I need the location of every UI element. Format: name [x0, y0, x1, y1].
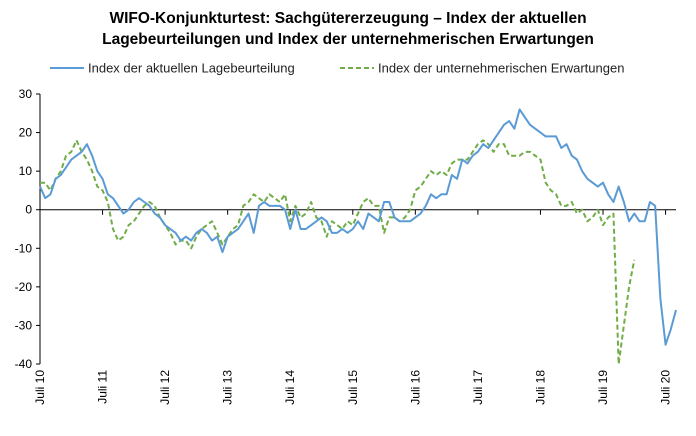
x-tick-label: Juli 14 [283, 370, 297, 405]
x-tick-label: Juli 17 [471, 370, 485, 405]
x-tick-label: Juli 20 [659, 370, 673, 405]
x-tick-label: Juli 12 [158, 370, 172, 405]
legend-label-erwartungen: Index der unternehmerischen Erwartungen [378, 61, 624, 76]
x-tick-label: Juli 10 [33, 370, 47, 405]
x-tick-label: Juli 13 [221, 370, 235, 405]
y-tick-label: 30 [19, 87, 33, 101]
series-layer [39, 108, 677, 365]
chart-title-line-2: Lagebeurteilungen und Index der unterneh… [102, 31, 594, 48]
x-tick-label: Juli 18 [533, 370, 547, 405]
x-tick-label: Juli 16 [408, 370, 422, 405]
y-tick-label: 20 [19, 126, 33, 140]
chart-title-line-1: WIFO-Konjunkturtest: Sachgütererzeugung … [109, 10, 586, 27]
y-tick-label: -10 [15, 241, 33, 255]
y-tick-label: 10 [19, 164, 33, 178]
legend-label-lage: Index der aktuellen Lagebeurteilung [88, 61, 295, 76]
x-axis: Juli 10 Juli 11 Juli 12 Juli 13 Juli 14 Juli … [33, 209, 676, 405]
y-tick-label: 0 [25, 203, 32, 217]
series-line-erwartungen [40, 139, 636, 365]
x-tick-label: Juli 19 [596, 370, 610, 405]
y-tick-label: -40 [15, 357, 33, 371]
x-tick-label: Juli 15 [346, 370, 360, 405]
series-line-lagebeurteilung [39, 108, 677, 346]
y-tick-label: -30 [15, 318, 33, 332]
x-tick-label: Juli 11 [96, 370, 110, 404]
y-tick-label: -20 [15, 280, 33, 294]
legend: Index der aktuellen Lagebeurteilung Inde… [50, 61, 624, 76]
y-axis: 30 20 10 0 -10 -20 -30 -40 [15, 87, 41, 371]
